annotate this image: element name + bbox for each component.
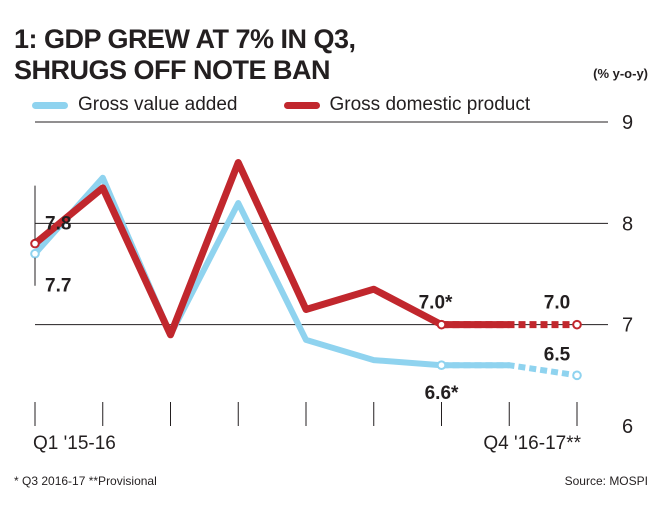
data-point-gva-0 xyxy=(30,248,40,259)
y-tick-label-7: 7 xyxy=(622,315,633,337)
legend-swatch-gdp xyxy=(283,101,320,109)
data-point-gdp-8 xyxy=(572,319,582,330)
y-tick-label-9: 9 xyxy=(622,112,633,134)
data-label-5: 6.5 xyxy=(544,344,571,365)
chart-legend: Gross value added Gross domestic product xyxy=(32,93,576,117)
chart-title: 1: GDP GREW AT 7% IN Q3, SHRUGS OFF NOTE… xyxy=(14,24,356,86)
series-line-gdp xyxy=(31,159,513,339)
data-label-4: 7.0 xyxy=(544,293,570,314)
series-dashed-gva xyxy=(441,362,578,379)
data-point-gdp-0 xyxy=(30,238,40,249)
legend-item-gdp: Gross domestic product xyxy=(283,94,531,116)
chart-title-line-1: 1: GDP GREW AT 7% IN Q3, xyxy=(14,24,356,54)
data-label-3: 6.6* xyxy=(425,383,459,404)
series-line-gva xyxy=(32,174,513,369)
y-axis-unit-label: (% y-o-y) xyxy=(593,66,648,81)
y-tick-label-6: 6 xyxy=(622,416,633,438)
footnote: * Q3 2016-17 **Provisional xyxy=(14,474,157,488)
legend-item-gva: Gross value added xyxy=(32,94,238,116)
data-point-gva-8 xyxy=(572,370,582,381)
data-label-2: 7.0* xyxy=(419,293,453,314)
x-tick-label-last: Q4 '16-17** xyxy=(483,433,581,454)
y-tick-label-8: 8 xyxy=(622,213,633,235)
data-label-0: 7.8 xyxy=(45,214,71,235)
legend-label-gdp: Gross domestic product xyxy=(329,94,531,115)
x-tick-label-first: Q1 '15-16 xyxy=(33,433,116,454)
data-label-1: 7.7 xyxy=(45,276,71,297)
data-point-gdp-6 xyxy=(436,319,447,330)
legend-swatch-gva xyxy=(32,101,68,109)
chart-title-line-2: SHRUGS OFF NOTE BAN xyxy=(14,55,331,85)
source-note: Source: MOSPI xyxy=(564,474,648,488)
legend-label-gva: Gross value added xyxy=(78,94,238,115)
data-point-gva-6 xyxy=(436,360,447,371)
